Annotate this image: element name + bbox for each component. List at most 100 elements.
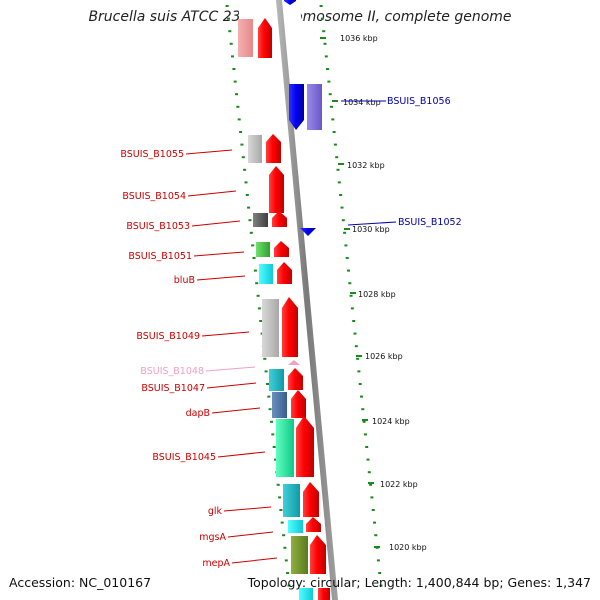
gene-block (307, 84, 322, 130)
tick-label: 1032 kbp (347, 161, 385, 170)
gene-label[interactable]: BSUIS_B1045 (152, 452, 216, 463)
guide-dot (367, 471, 371, 474)
guide-dot (319, 5, 323, 7)
guide-dot (248, 219, 252, 222)
guide-dot (327, 80, 331, 83)
guide-dot (253, 269, 257, 272)
guide-dot (323, 42, 327, 45)
guide-dot (354, 345, 358, 348)
guide-dot (287, 584, 291, 587)
gene-arrow-forward (310, 535, 326, 574)
kbp-scale: 1036 kbp 1034 kbp 1032 kbp 1030 kbp 1028… (320, 34, 427, 552)
label-connectors (185, 100, 397, 564)
guide-dot (240, 143, 244, 146)
guide-dot (374, 534, 378, 537)
guide-dot (332, 131, 336, 133)
guide-dot (337, 181, 341, 184)
guide-dot (252, 257, 256, 259)
gene-block (262, 299, 279, 357)
guide-dot (241, 156, 245, 159)
gene-label[interactable]: BSUIS_B1048 (140, 366, 204, 377)
guide-dot (259, 320, 263, 322)
guide-dot (270, 420, 273, 423)
guide-dot (341, 219, 345, 222)
tick-label: 1022 kbp (380, 480, 418, 489)
guide-dot (268, 408, 272, 411)
guide-dot (360, 395, 363, 398)
gene-label[interactable]: mgsA (199, 532, 226, 543)
guide-dot (251, 244, 255, 247)
tick-label: 1020 kbp (389, 543, 427, 552)
guide-dot (247, 206, 251, 209)
connector-line (187, 190, 237, 197)
gene-block (256, 242, 270, 257)
guide-dot (335, 156, 339, 159)
guide-dot (350, 307, 354, 310)
gene-label[interactable]: BSUIS_B1056 (387, 96, 451, 107)
guide-dot (353, 332, 357, 335)
guide-dot (271, 433, 275, 436)
guide-dot (239, 131, 243, 133)
connector-line (185, 149, 233, 155)
guide-dot (233, 80, 237, 83)
gene-arrow-forward (296, 416, 314, 477)
guide-dot (358, 383, 362, 385)
guide-dot (263, 357, 267, 360)
gene-block (291, 536, 308, 574)
guide-dot (344, 244, 348, 247)
connector-line (217, 451, 266, 458)
connector-line (196, 275, 246, 281)
connector-line (201, 331, 250, 337)
gene-label[interactable]: BSUIS_B1049 (136, 331, 200, 342)
gene-labels: BSUIS_B1056 BSUIS_B1055 BSUIS_B1054 BSUI… (120, 96, 461, 569)
gene-block (253, 213, 268, 227)
gene-arrow-forward (288, 360, 300, 365)
guide-dot (272, 446, 276, 448)
gene-label[interactable]: BSUIS_B1053 (126, 221, 190, 232)
guide-dot (343, 231, 347, 234)
gene-block (272, 392, 287, 418)
gene-block (288, 520, 303, 533)
guide-dot (349, 294, 353, 297)
tick-label: 1036 kbp (340, 34, 378, 43)
guide-dot (376, 559, 380, 562)
guide-dot (378, 572, 382, 574)
gene-label[interactable]: bluB (174, 275, 195, 286)
gene-block (276, 419, 294, 477)
guide-dot (227, 17, 230, 20)
gene-label[interactable]: BSUIS_B1051 (128, 251, 192, 262)
guide-dot (328, 93, 332, 96)
guide-dot (370, 496, 374, 499)
guide-dot (369, 483, 373, 486)
connector-line (347, 221, 397, 226)
guide-dot (231, 55, 234, 58)
guide-dot (256, 294, 260, 297)
guide-dot (280, 521, 284, 524)
gene-label[interactable]: BSUIS_B1055 (120, 149, 184, 160)
gene-arrow-forward (272, 211, 287, 227)
connector-line (205, 366, 256, 372)
tick-label: 1026 kbp (365, 352, 403, 361)
guide-dot (286, 572, 290, 574)
connector-line (211, 407, 261, 414)
gene-label[interactable]: mepA (202, 558, 230, 569)
guide-dot (345, 257, 349, 259)
guide-dot (278, 496, 282, 499)
guide-dot (236, 105, 240, 108)
gene-arrow-reverse (284, 0, 296, 5)
guide-dot (283, 546, 287, 549)
guide-dot (326, 68, 330, 70)
gene-arrow-forward (277, 262, 292, 284)
gene-label[interactable]: glk (208, 506, 223, 517)
guide-dot (330, 105, 333, 108)
guide-dot (357, 370, 361, 373)
gene-label[interactable]: BSUIS_B1052 (398, 217, 462, 228)
gene-label[interactable]: BSUIS_B1054 (122, 191, 186, 202)
gene-label[interactable]: BSUIS_B1047 (141, 383, 205, 394)
gene-block (248, 135, 262, 163)
guide-dot (255, 282, 259, 285)
chromosome-backbone (276, 0, 338, 600)
gene-arrow-forward (282, 297, 298, 357)
gene-label[interactable]: dapB (186, 408, 210, 419)
